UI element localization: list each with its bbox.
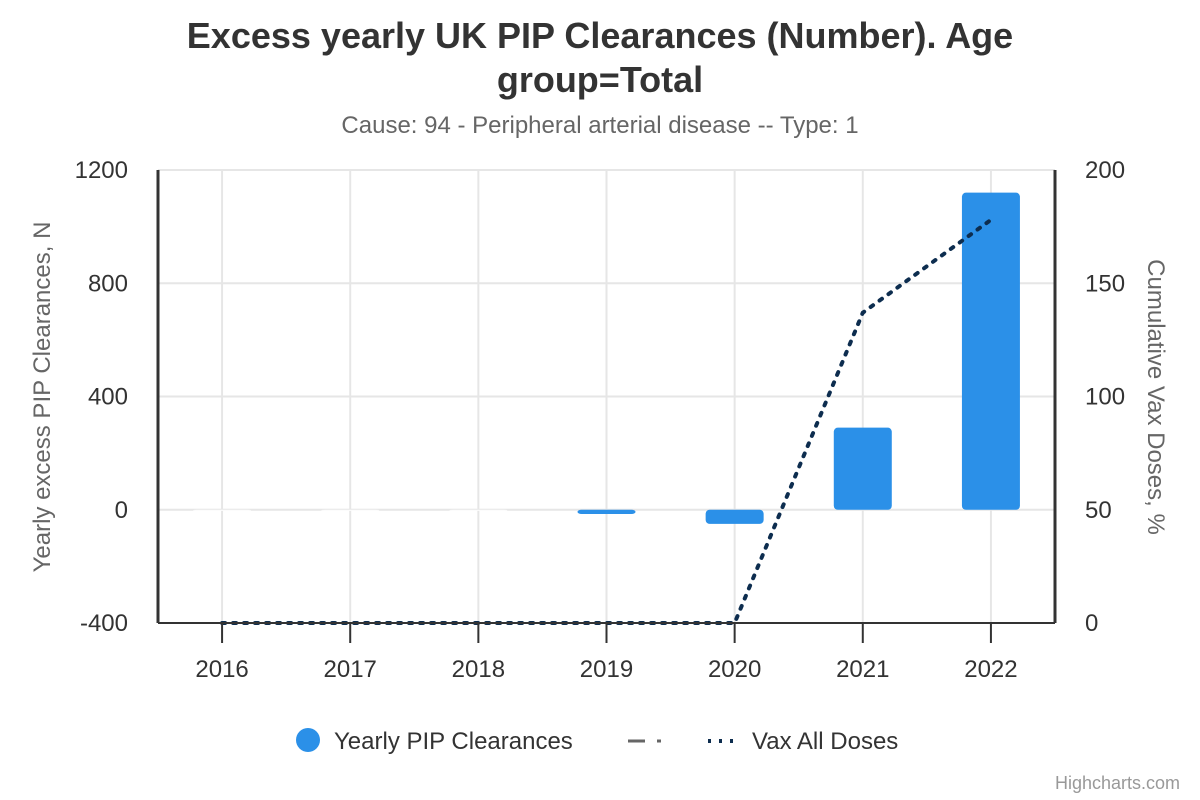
left-tick-label: 400 <box>88 384 128 411</box>
legend-item-vax[interactable]: Vax All Doses <box>708 728 898 755</box>
bar-series <box>193 192 1020 524</box>
left-tick-label: -400 <box>80 610 128 637</box>
right-tick-label: 150 <box>1085 270 1125 297</box>
legend: Yearly PIP Clearances Vax All Doses <box>296 728 898 755</box>
bar <box>577 509 636 514</box>
tick-labels: -400 0 400 800 1200 0 50 100 150 200 2016 2017 2018 2… <box>75 157 1125 683</box>
bar <box>705 509 764 524</box>
x-tick-label: 2018 <box>452 656 505 683</box>
x-tick-label: 2019 <box>580 656 633 683</box>
legend-label-pip: Yearly PIP Clearances <box>334 728 573 755</box>
bar <box>833 427 892 510</box>
legend-circle-icon <box>296 728 320 752</box>
right-tick-label: 200 <box>1085 157 1125 184</box>
x-tick-label: 2022 <box>964 656 1017 683</box>
bar <box>321 509 380 511</box>
right-tick-label: 0 <box>1085 610 1098 637</box>
left-axis-title: Yearly excess PIP Clearances, N <box>29 222 56 573</box>
left-tick-label: 1200 <box>75 157 128 184</box>
x-tick-label: 2016 <box>195 656 248 683</box>
x-tick-label: 2021 <box>836 656 889 683</box>
left-tick-label: 800 <box>88 270 128 297</box>
x-tick-label: 2020 <box>708 656 761 683</box>
right-tick-label: 50 <box>1085 497 1112 524</box>
axes <box>156 170 1057 643</box>
grid-lines <box>158 169 1055 624</box>
legend-item-pip[interactable]: Yearly PIP Clearances <box>296 728 573 755</box>
left-tick-label: 0 <box>115 497 128 524</box>
bar <box>961 192 1020 510</box>
x-tick-label: 2017 <box>324 656 377 683</box>
legend-label-vax: Vax All Doses <box>752 728 898 755</box>
bar <box>193 509 252 511</box>
credits-link[interactable]: Highcharts.com <box>1054 773 1180 793</box>
chart-subtitle: Cause: 94 - Peripheral arterial disease … <box>341 112 859 139</box>
right-axis-title: Cumulative Vax Doses, % <box>1142 259 1169 535</box>
bar <box>449 509 508 511</box>
chart-title: Excess yearly UK PIP Clearances (Number)… <box>186 15 1014 100</box>
right-tick-label: 100 <box>1085 384 1125 411</box>
